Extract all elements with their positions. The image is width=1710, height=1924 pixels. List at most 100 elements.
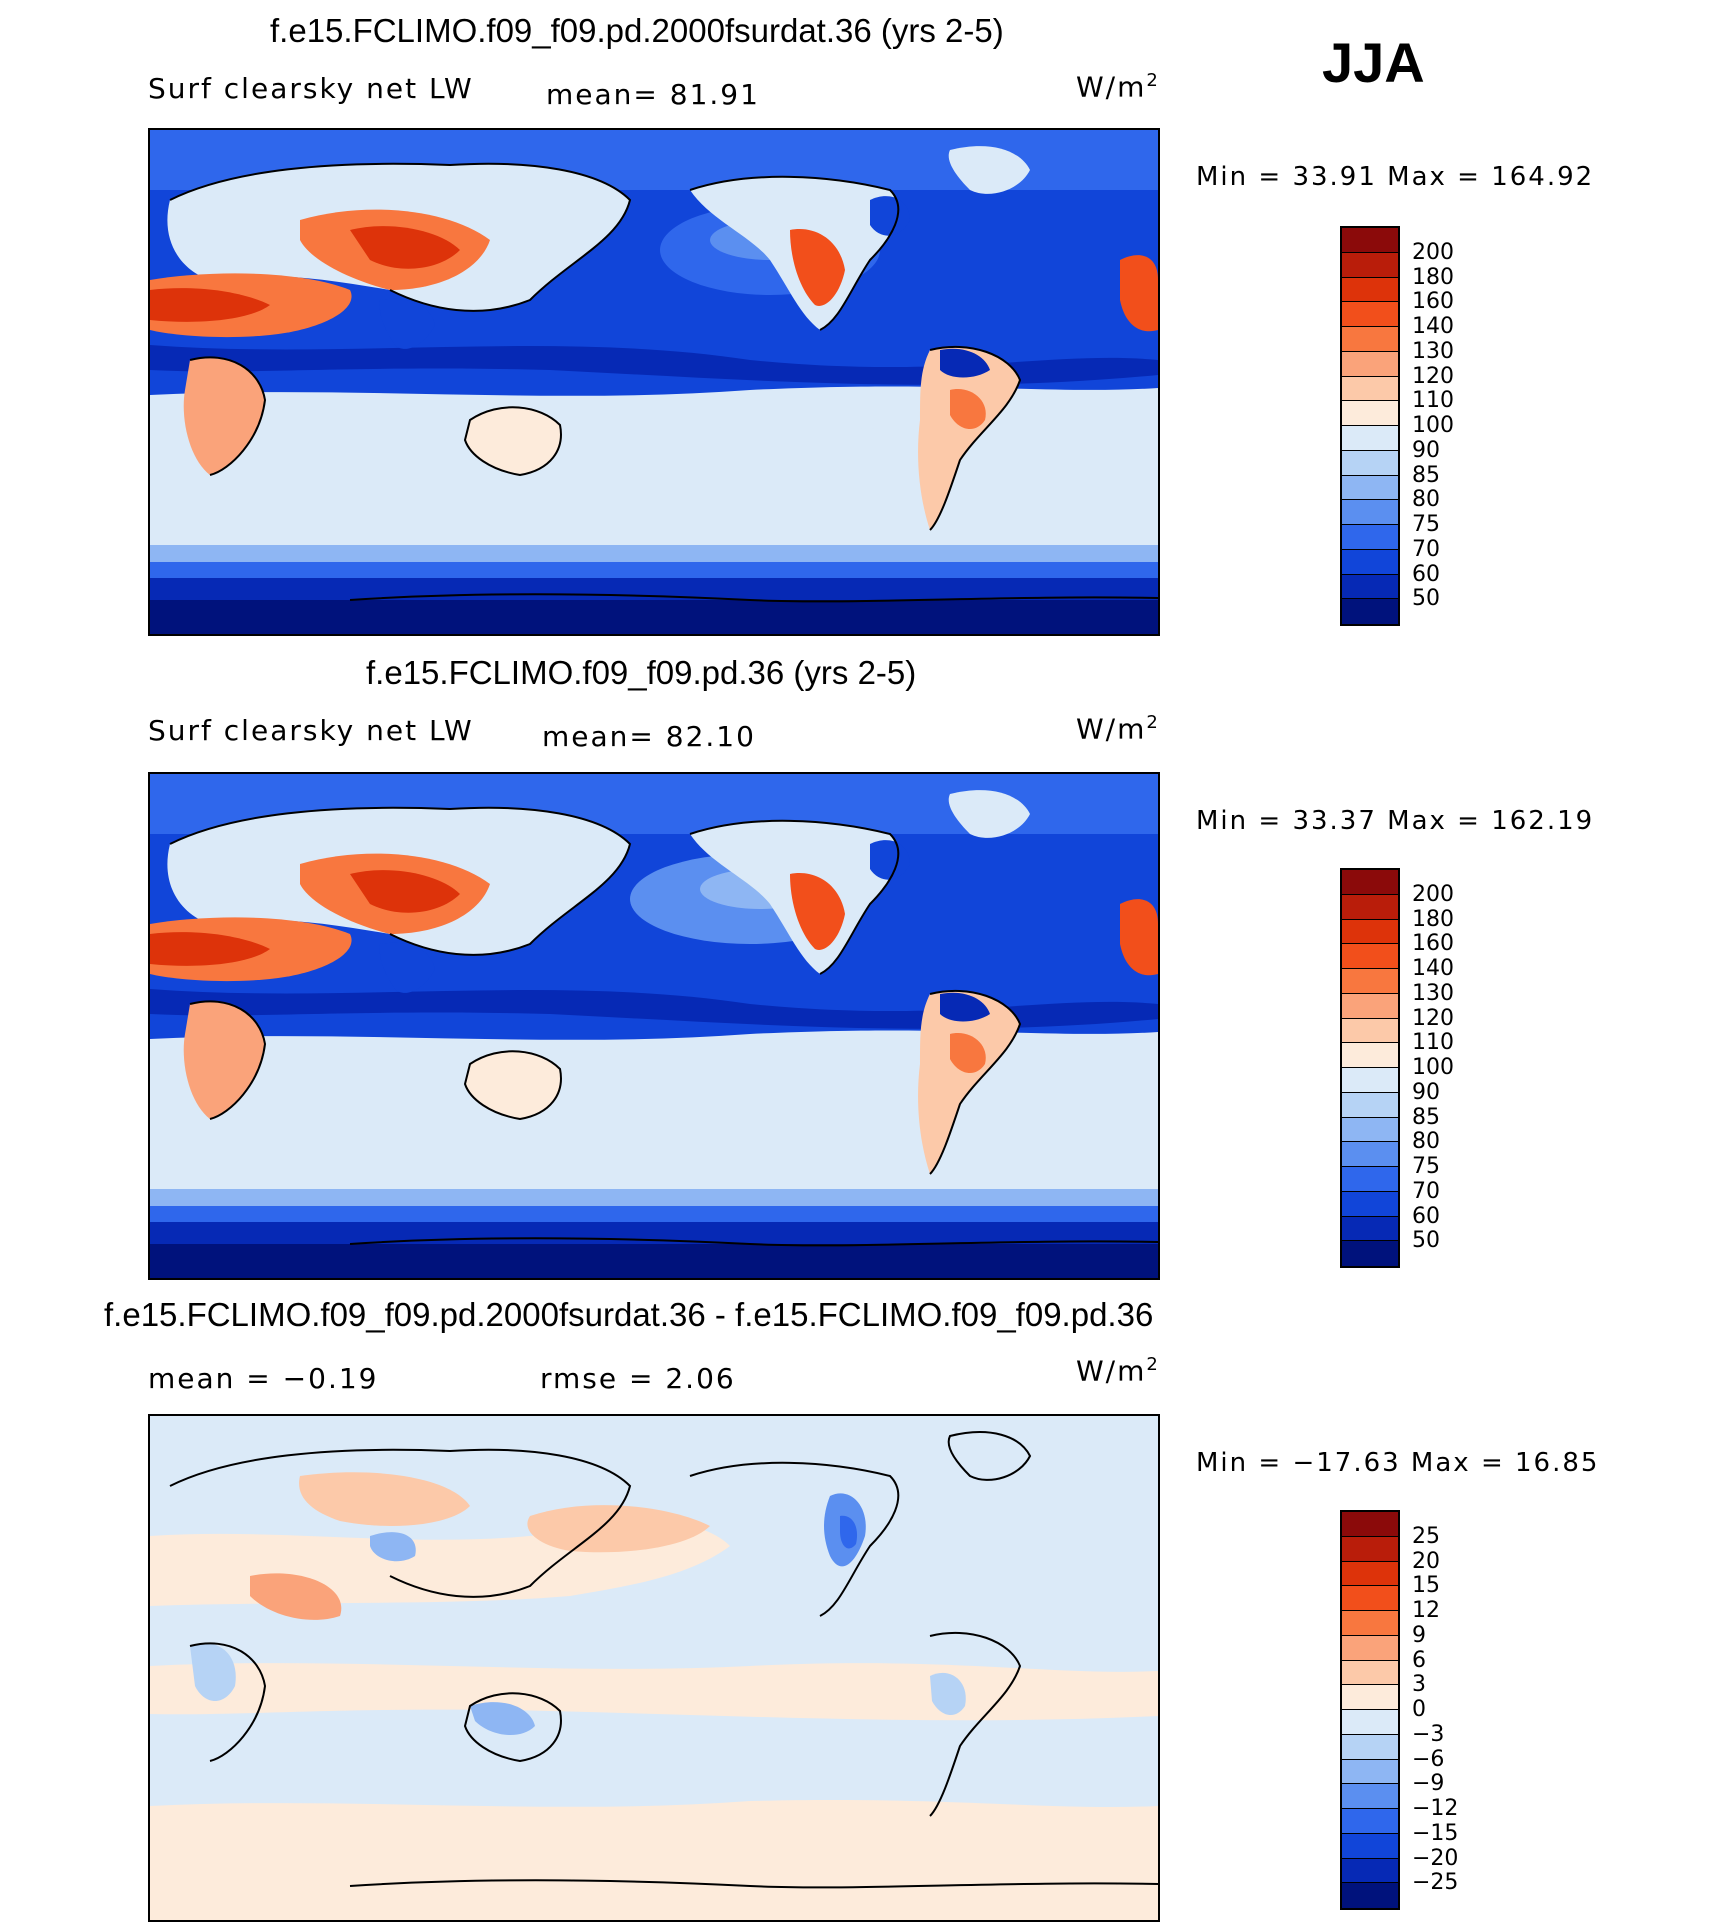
colorbar-tick-label: 50 (1412, 1228, 1440, 1254)
panel-2-map (148, 772, 1160, 1280)
colorbar-swatch (1342, 1167, 1398, 1192)
colorbar-swatch (1342, 1092, 1398, 1118)
season-label: JJA (1322, 31, 1425, 94)
colorbar-tick-label: 75 (1412, 1154, 1440, 1179)
colorbar-swatch (1342, 376, 1398, 402)
colorbar-tick-label: 80 (1412, 487, 1440, 513)
colorbar-tick-label: 80 (1412, 1129, 1440, 1155)
colorbar-tick-label: 200 (1412, 239, 1454, 265)
colorbar-tick-label: 100 (1412, 1055, 1454, 1080)
colorbar-swatch (1342, 1561, 1398, 1587)
colorbar-tick-label: 0 (1412, 1697, 1426, 1722)
colorbar-swatch (1342, 1759, 1398, 1785)
colorbar-swatch (1342, 1660, 1398, 1686)
colorbar-swatch (1342, 574, 1398, 600)
colorbar-tick-label: 160 (1412, 289, 1454, 315)
colorbar-tick-label: 9 (1412, 1622, 1426, 1648)
colorbar-swatch (1342, 475, 1398, 501)
colorbar-swatch (1342, 1068, 1398, 1093)
colorbar-swatch (1342, 1241, 1398, 1266)
panel-3-colorbar (1340, 1510, 1400, 1910)
colorbar-tick-label: 130 (1412, 338, 1454, 364)
colorbar-swatch (1342, 1512, 1398, 1537)
colorbar-swatch (1342, 1191, 1398, 1217)
colorbar-tick-label: −15 (1412, 1820, 1459, 1846)
colorbar-swatch (1342, 870, 1398, 895)
colorbar-tick-label: 3 (1412, 1672, 1426, 1698)
colorbar-tick-label: 140 (1412, 314, 1454, 339)
panel-3-minmax: Min = −17.63 Max = 16.85 (1196, 1448, 1600, 1478)
panel-2-colorbar (1340, 868, 1400, 1268)
colorbar-swatch (1342, 1611, 1398, 1636)
colorbar-tick-label: 70 (1412, 1178, 1440, 1204)
colorbar-swatch (1342, 1216, 1398, 1242)
colorbar-tick-label: 60 (1412, 1203, 1440, 1229)
colorbar-swatch (1342, 919, 1398, 945)
colorbar-tick-label: 180 (1412, 906, 1454, 932)
colorbar-swatch (1342, 450, 1398, 476)
panel-1-map-field (150, 130, 1158, 634)
panel-1-minmax: Min = 33.91 Max = 164.92 (1196, 162, 1595, 192)
colorbar-tick-label: −25 (1412, 1870, 1459, 1896)
colorbar-swatch (1342, 1117, 1398, 1143)
panel-1-map (148, 128, 1160, 636)
colorbar-swatch (1342, 252, 1398, 278)
colorbar-swatch (1342, 1883, 1398, 1908)
panel-2-mean: mean= 82.10 (542, 720, 756, 753)
colorbar-swatch (1342, 894, 1398, 920)
colorbar-swatch (1342, 599, 1398, 624)
colorbar-tick-label: 100 (1412, 413, 1454, 438)
panel-2-minmax: Min = 33.37 Max = 162.19 (1196, 806, 1595, 836)
colorbar-swatch (1342, 1784, 1398, 1809)
colorbar-tick-label: 60 (1412, 561, 1440, 587)
colorbar-tick-label: 70 (1412, 536, 1440, 562)
colorbar-tick-label: 200 (1412, 881, 1454, 907)
panel-1-colorbar (1340, 226, 1400, 626)
colorbar-swatch (1342, 401, 1398, 426)
colorbar-tick-label: 85 (1412, 462, 1440, 488)
colorbar-tick-label: 140 (1412, 956, 1454, 981)
panel-3-unit: W/m2 (1076, 1354, 1160, 1388)
colorbar-tick-label: 120 (1412, 363, 1454, 389)
colorbar-swatch (1342, 1018, 1398, 1044)
colorbar-swatch (1342, 969, 1398, 994)
panel-2-unit: W/m2 (1076, 712, 1160, 746)
panel-3-rmse: rmse = 2.06 (540, 1362, 736, 1395)
colorbar-tick-label: 15 (1412, 1573, 1440, 1599)
colorbar-tick-label: 120 (1412, 1005, 1454, 1031)
panel-1-title: f.e15.FCLIMO.f09_f09.pd.2000fsurdat.36 (… (270, 12, 1004, 49)
colorbar-tick-label: 90 (1412, 437, 1440, 463)
panel-2-title: f.e15.FCLIMO.f09_f09.pd.36 (yrs 2-5) (366, 654, 917, 691)
colorbar-tick-label: −9 (1412, 1771, 1445, 1797)
panel-1-variable: Surf clearsky net LW (148, 72, 474, 105)
panel-3-map-field (150, 1416, 1158, 1920)
colorbar-swatch (1342, 1858, 1398, 1884)
colorbar-swatch (1342, 277, 1398, 303)
colorbar-tick-label: −3 (1412, 1721, 1445, 1747)
colorbar-swatch (1342, 1142, 1398, 1167)
colorbar-tick-label: 130 (1412, 980, 1454, 1006)
colorbar-tick-label: 12 (1412, 1598, 1440, 1623)
colorbar-tick-label: −12 (1412, 1796, 1459, 1821)
colorbar-tick-label: 90 (1412, 1079, 1440, 1105)
colorbar-tick-label: 110 (1412, 1030, 1454, 1056)
panel-2-variable: Surf clearsky net LW (148, 714, 474, 747)
colorbar-swatch (1342, 993, 1398, 1019)
colorbar-swatch (1342, 1809, 1398, 1834)
colorbar-tick-label: 6 (1412, 1647, 1426, 1673)
colorbar-tick-label: 110 (1412, 388, 1454, 414)
colorbar-swatch (1342, 351, 1398, 377)
colorbar-swatch (1342, 549, 1398, 575)
colorbar-tick-label: 50 (1412, 586, 1440, 612)
colorbar-tick-label: −20 (1412, 1845, 1459, 1871)
colorbar-tick-label: 75 (1412, 512, 1440, 537)
colorbar-swatch (1342, 1043, 1398, 1068)
panel-2-map-field (150, 774, 1158, 1278)
panel-1-unit: W/m2 (1076, 70, 1160, 104)
colorbar-swatch (1342, 1586, 1398, 1611)
colorbar-swatch (1342, 1833, 1398, 1859)
colorbar-swatch (1342, 944, 1398, 969)
colorbar-swatch (1342, 1710, 1398, 1735)
colorbar-swatch (1342, 500, 1398, 525)
panel-1-mean: mean= 81.91 (546, 78, 760, 111)
